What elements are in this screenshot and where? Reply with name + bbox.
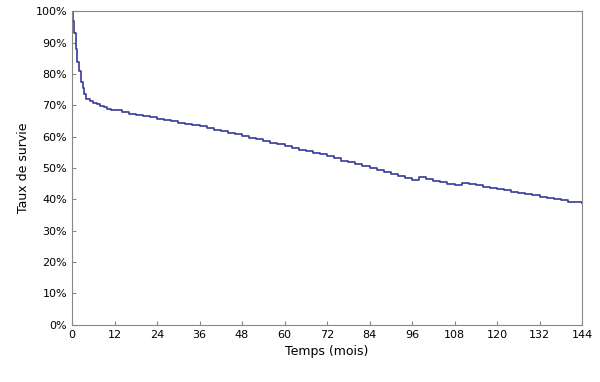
- Y-axis label: Taux de survie: Taux de survie: [17, 123, 30, 213]
- X-axis label: Temps (mois): Temps (mois): [286, 345, 368, 358]
